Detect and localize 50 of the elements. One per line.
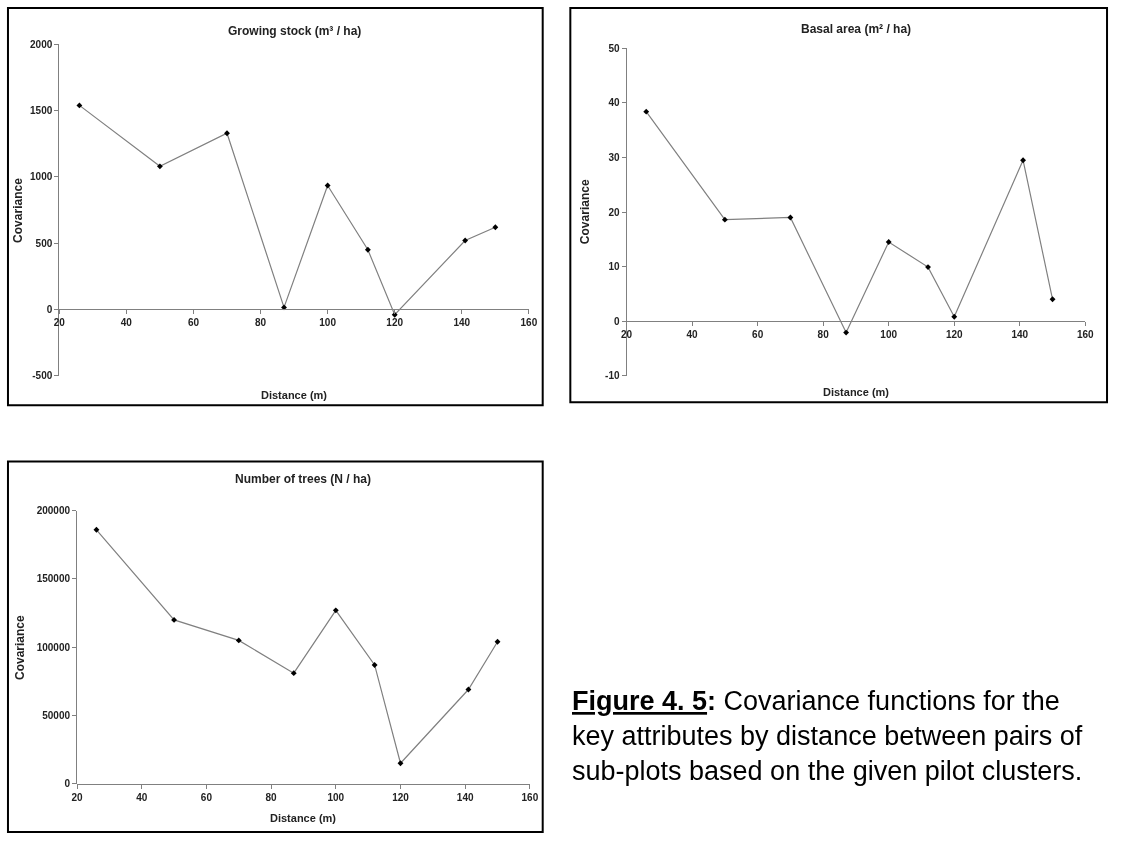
y-tick-label: 1500	[30, 105, 53, 117]
y-tick-label: 40	[608, 97, 620, 109]
x-tick-label: 100	[880, 329, 898, 341]
y-tick-label: 10	[608, 261, 620, 273]
y-axis-title: Covariance	[10, 177, 25, 243]
x-tick-label: 60	[200, 791, 213, 803]
y-tick-label: 20	[608, 206, 620, 218]
y-tick-label: 150000	[36, 573, 71, 585]
x-tick-label: 100	[327, 791, 345, 803]
y-axis-title: Covariance	[12, 614, 27, 681]
x-tick-label: 60	[752, 329, 764, 341]
x-tick-label: 40	[686, 329, 699, 341]
x-tick-label: 120	[392, 791, 410, 803]
chart-title: Growing stock (m³ / ha)	[228, 24, 362, 38]
x-tick-label: 20	[71, 791, 84, 803]
x-tick-label: 140	[456, 791, 474, 803]
caption: Figure 4. 5: Covariance functions for the key attributes by distance between pairs of sub-plots based on the given pilot clusters.	[572, 686, 1083, 787]
y-tick-label: 2000	[30, 38, 53, 50]
y-tick-label: 30	[608, 151, 620, 163]
chart-title: Basal area (m² / ha)	[801, 22, 912, 36]
x-tick-label: 80	[265, 791, 278, 803]
x-tick-label: 120	[386, 317, 404, 329]
y-tick-label: 100000	[36, 641, 71, 653]
y-tick-label: 500	[35, 237, 53, 249]
x-axis-title: Distance (m)	[270, 812, 337, 824]
x-axis-title: Distance (m)	[261, 389, 328, 401]
x-tick-label: 160	[1076, 329, 1095, 341]
x-tick-label: 160	[521, 791, 539, 803]
x-tick-label: 100	[319, 317, 337, 329]
y-tick-label: 50000	[42, 709, 71, 721]
x-tick-label: 140	[1011, 329, 1029, 341]
x-tick-label: 80	[817, 329, 830, 341]
x-tick-label: 60	[187, 317, 200, 329]
x-tick-label: 140	[453, 317, 471, 329]
x-tick-label: 40	[136, 791, 148, 803]
x-tick-label: 80	[254, 317, 267, 329]
x-tick-label: 120	[945, 329, 964, 341]
chart-title: Number of trees (N / ha)	[235, 472, 372, 486]
y-tick-label: 200000	[36, 505, 71, 517]
y-tick-label: -500	[32, 370, 53, 382]
x-axis-title: Distance (m)	[823, 386, 890, 398]
y-tick-label: 0	[64, 778, 71, 790]
y-tick-label: 0	[614, 315, 620, 327]
x-tick-label: 40	[120, 317, 133, 329]
y-tick-label: 50	[608, 42, 620, 54]
y-tick-label: 0	[46, 303, 53, 315]
y-tick-label: -10	[605, 370, 620, 382]
y-tick-label: 1000	[30, 171, 53, 183]
y-axis-title: Covariance	[578, 179, 593, 245]
x-tick-label: 160	[520, 317, 538, 329]
